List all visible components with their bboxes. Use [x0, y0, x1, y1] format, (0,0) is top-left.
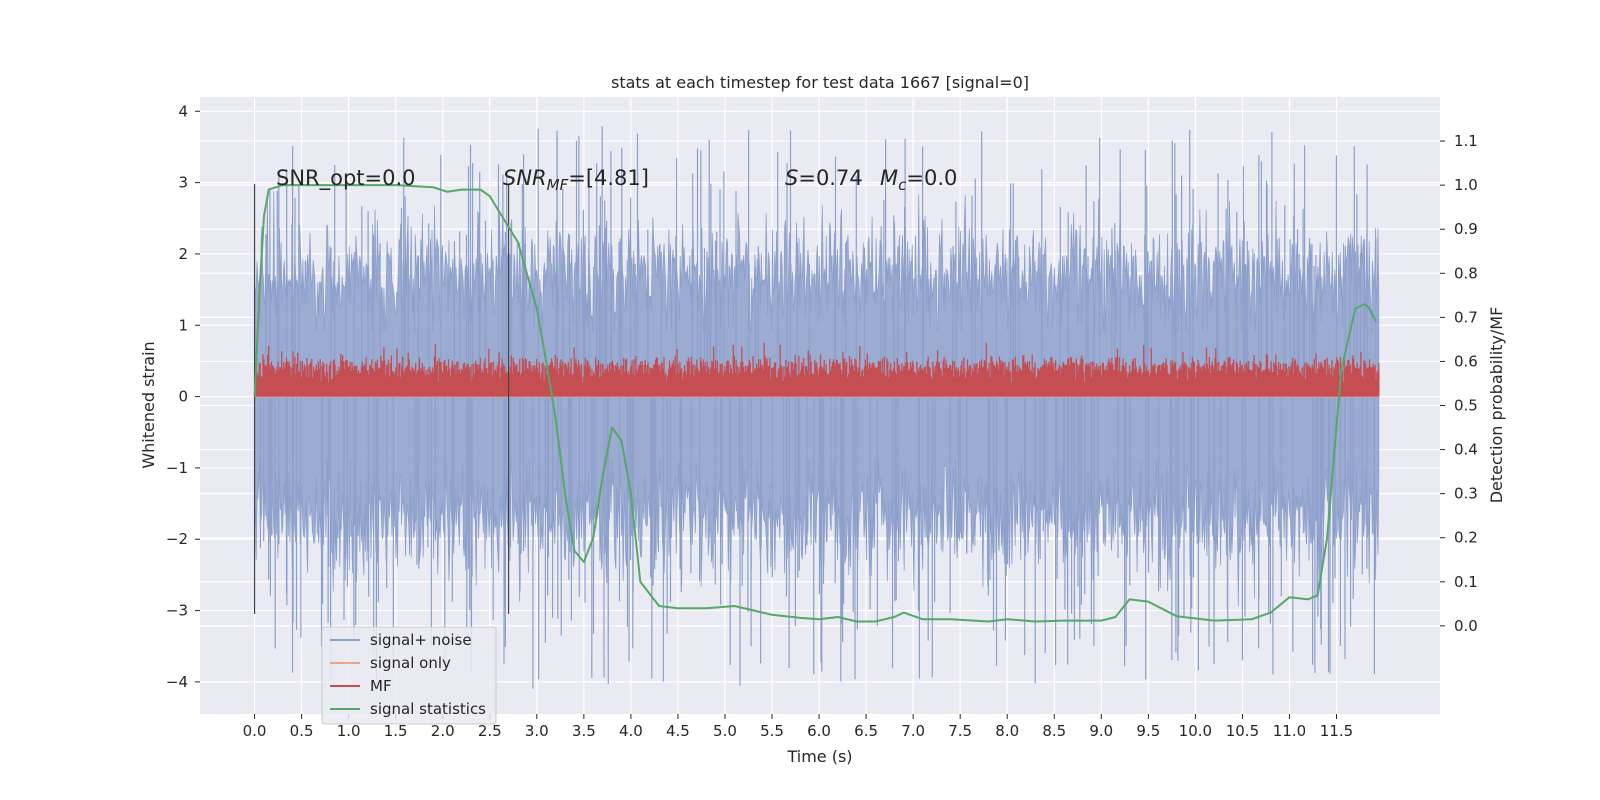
x-tick-label-10: 5.0 [713, 722, 737, 740]
x-tick-label-2: 1.0 [337, 722, 361, 740]
x-tick-label-21: 10.5 [1226, 722, 1259, 740]
x-tick-label-15: 7.5 [948, 722, 972, 740]
yr-tick-label-3: 0.3 [1454, 485, 1478, 503]
annotation-mc: Mc=0.0 [880, 166, 957, 194]
yr-tick-label-11: 1.1 [1454, 132, 1478, 150]
yr-tick-label-2: 0.2 [1454, 529, 1478, 547]
yr-tick-label-6: 0.6 [1454, 352, 1478, 370]
yl-tick-label-4: 0 [178, 388, 188, 406]
snr-mf-value: =[4.81] [568, 166, 649, 190]
yl-tick-label-1: −3 [166, 602, 188, 620]
x-tick-label-3: 1.5 [384, 722, 408, 740]
mc-value: =0.0 [906, 166, 957, 190]
x-tick-label-23: 11.5 [1320, 722, 1353, 740]
x-tick-label-0: 0.0 [243, 722, 267, 740]
legend-label-signal-noise: signal+ noise [370, 631, 472, 649]
yl-tick-label-5: 1 [178, 316, 188, 334]
yr-tick-label-0: 0.0 [1454, 617, 1478, 635]
legend: signal+ noise signal only MF signal stat… [321, 626, 497, 725]
annotation-s: S=0.74 [785, 166, 863, 190]
yl-tick-label-7: 3 [178, 174, 188, 192]
x-tick-label-6: 3.0 [525, 722, 549, 740]
x-axis-ticks: 0.0 0.5 1.0 1.5 2.0 2.5 3.0 3.5 4.0 4.5 5.0 5.5 6.0 6… [243, 714, 1353, 740]
annotation-snr-mf: SNRMF=[4.81] [503, 166, 649, 194]
chart-title: stats at each timestep for test data 166… [611, 73, 1029, 92]
x-tick-label-7: 3.5 [572, 722, 596, 740]
x-axis-title: Time (s) [786, 747, 852, 766]
annotations: SNR_opt=0.0 SNRMF=[4.81] S=0.74 Mc=0.0 [276, 166, 957, 194]
mc-subscript: c [898, 176, 907, 194]
legend-box [321, 626, 497, 725]
annotation-snr-opt: SNR_opt=0.0 [276, 166, 416, 191]
y-left-axis-ticks: −4 −3 −2 −1 0 1 2 3 4 [166, 102, 200, 691]
yr-tick-label-7: 0.7 [1454, 308, 1478, 326]
series-signal-statistics [253, 184, 1377, 623]
x-tick-label-18: 9.0 [1089, 722, 1113, 740]
x-tick-label-22: 11.0 [1273, 722, 1306, 740]
yr-tick-label-8: 0.8 [1454, 264, 1478, 282]
yl-tick-label-2: −2 [166, 530, 188, 548]
signal-statistics-curve [253, 184, 1377, 623]
x-tick-label-19: 9.5 [1136, 722, 1160, 740]
x-tick-label-9: 4.5 [666, 722, 690, 740]
x-tick-label-17: 8.5 [1042, 722, 1066, 740]
x-tick-label-16: 8.0 [995, 722, 1019, 740]
yr-tick-label-9: 0.9 [1454, 220, 1478, 238]
yr-tick-label-10: 1.0 [1454, 176, 1478, 194]
x-tick-label-8: 4.0 [619, 722, 643, 740]
x-tick-label-12: 6.0 [807, 722, 831, 740]
noise-spikes [259, 126, 1377, 689]
s-value: =0.74 [798, 166, 862, 190]
yl-tick-label-6: 2 [178, 245, 188, 263]
legend-label-signal-statistics: signal statistics [370, 700, 486, 718]
y-right-axis-title: Detection probability/MF [1487, 307, 1506, 504]
y-left-axis-title: Whitened strain [139, 341, 158, 468]
yl-tick-label-3: −1 [166, 459, 188, 477]
x-tick-label-13: 6.5 [854, 722, 878, 740]
yr-tick-label-1: 0.1 [1454, 573, 1478, 591]
legend-label-signal-only: signal only [370, 654, 451, 672]
yr-tick-label-4: 0.4 [1454, 441, 1478, 459]
mc-symbol: M [880, 166, 898, 190]
vertical-markers [253, 184, 510, 614]
s-symbol: S [785, 166, 798, 190]
legend-label-mf: MF [370, 677, 392, 695]
yl-tick-label-8: 4 [178, 102, 188, 120]
x-tick-label-20: 10.0 [1179, 722, 1212, 740]
snr-mf-symbol: SNR [503, 166, 547, 190]
x-tick-label-1: 0.5 [290, 722, 314, 740]
yl-tick-label-0: −4 [166, 673, 188, 691]
x-tick-label-14: 7.0 [901, 722, 925, 740]
x-tick-label-5: 2.5 [478, 722, 502, 740]
x-tick-label-4: 2.0 [431, 722, 455, 740]
snr-mf-subscript: MF [547, 176, 569, 194]
series-signal-noise [254, 126, 1380, 689]
x-tick-label-11: 5.5 [760, 722, 784, 740]
yr-tick-label-5: 0.5 [1454, 397, 1478, 415]
y-right-axis-ticks: 0.0 0.1 0.2 0.3 0.4 0.5 0.6 0.7 0.8 0.9 1.0 1.1 [1440, 132, 1478, 635]
